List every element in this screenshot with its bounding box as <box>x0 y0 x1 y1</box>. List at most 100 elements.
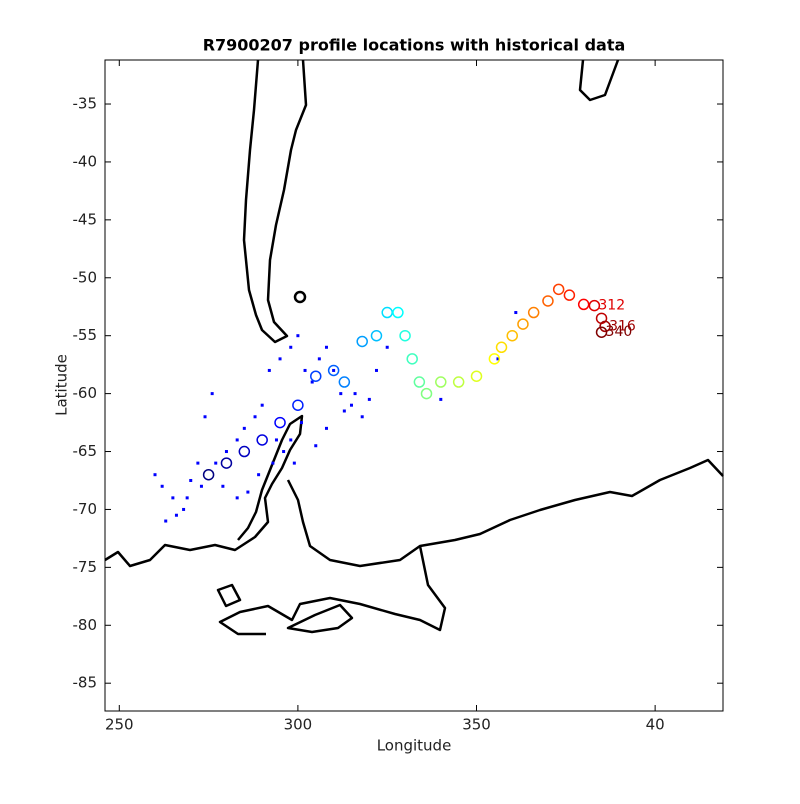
historical-point <box>210 392 214 396</box>
historical-point <box>171 496 175 500</box>
profile-point <box>399 329 411 342</box>
historical-point <box>267 368 271 372</box>
historical-point <box>374 368 378 372</box>
profile-point <box>506 329 518 342</box>
historical-point <box>214 461 218 465</box>
profile-point <box>495 341 508 354</box>
profile-point <box>413 376 426 388</box>
historical-point <box>310 380 314 384</box>
historical-point <box>153 473 157 477</box>
profile-point <box>542 295 554 307</box>
profile-point <box>420 387 433 400</box>
profile-point <box>406 353 418 365</box>
falklands <box>293 290 307 304</box>
plot-frame <box>104 59 724 712</box>
historical-point <box>260 403 264 407</box>
profile-point <box>202 468 215 481</box>
historical-point <box>385 345 389 349</box>
profile-point <box>370 329 383 342</box>
historical-point <box>296 334 300 338</box>
profile-point <box>577 298 590 311</box>
profile-point <box>517 318 529 330</box>
africa <box>578 59 620 102</box>
historical-point <box>257 473 261 477</box>
y-tick-label: -35 <box>73 95 98 113</box>
profile-point <box>327 364 340 377</box>
profile-point <box>552 283 565 296</box>
profile-point <box>435 376 447 388</box>
historical-point <box>271 461 275 465</box>
y-tick-label: -85 <box>73 674 98 692</box>
y-tick-label: -75 <box>73 558 98 576</box>
historical-point <box>242 426 246 430</box>
historical-point <box>349 403 353 407</box>
historical-point <box>235 438 239 442</box>
historical-point <box>292 461 296 465</box>
antarctic-peninsula <box>104 414 304 568</box>
profile-label: 340 <box>606 324 633 340</box>
y-tick-label: -45 <box>73 210 98 228</box>
historical-point <box>289 438 293 442</box>
south-america <box>242 59 308 344</box>
historical-point <box>221 484 225 488</box>
y-tick-label: -80 <box>73 616 98 634</box>
historical-point <box>246 490 250 494</box>
historical-point <box>303 368 307 372</box>
y-tick-label: -55 <box>73 326 98 344</box>
ice-shelf <box>286 603 354 634</box>
historical-point <box>324 345 328 349</box>
historical-point <box>196 461 200 465</box>
historical-point <box>496 357 500 361</box>
historical-point <box>367 397 371 401</box>
historical-point <box>164 519 168 523</box>
historical-point <box>324 426 328 430</box>
historical-point <box>314 444 318 448</box>
historical-point <box>199 484 203 488</box>
profile-point <box>588 299 601 312</box>
historical-point <box>235 496 239 500</box>
y-tick-label: -60 <box>73 384 98 402</box>
historical-point <box>514 311 518 315</box>
profile-point <box>452 376 465 388</box>
y-tick-label: -50 <box>73 268 98 286</box>
profile-point <box>256 434 268 446</box>
profile-point <box>470 370 483 382</box>
profile-point <box>274 416 286 429</box>
coastlines <box>104 59 724 636</box>
historical-point <box>185 496 189 500</box>
historical-point <box>342 409 346 413</box>
profile-label: 316 <box>609 318 636 334</box>
historical-point <box>439 397 443 401</box>
historical-point <box>360 415 364 419</box>
profile-point <box>563 289 576 301</box>
historical-point <box>339 392 343 396</box>
x-tick-label: 250 <box>105 716 134 734</box>
historical-point <box>203 415 207 419</box>
historical-point <box>224 450 228 454</box>
profile-point <box>220 457 233 469</box>
alexander-island <box>216 583 242 608</box>
historical-point <box>353 392 357 396</box>
profile-point <box>595 326 608 338</box>
profile-point <box>527 306 540 319</box>
historical-point <box>253 415 257 419</box>
profile-point <box>356 335 368 348</box>
historical-point <box>278 357 282 361</box>
x-tick-label: 350 <box>462 716 491 734</box>
profile-point <box>238 445 251 458</box>
historical-point <box>299 421 303 425</box>
antarctica <box>286 458 724 568</box>
y-tick-label: -70 <box>73 500 98 518</box>
weddell-shelf <box>218 545 447 636</box>
historical-point <box>182 507 186 511</box>
x-tick-label: 300 <box>284 716 313 734</box>
profile-point <box>310 370 322 382</box>
historical-point <box>332 368 336 372</box>
profile-point <box>338 376 351 388</box>
chart-title: R7900207 profile locations with historic… <box>203 36 626 55</box>
historical-point <box>174 513 178 517</box>
profile-point <box>599 320 611 333</box>
profile-point <box>392 306 404 319</box>
